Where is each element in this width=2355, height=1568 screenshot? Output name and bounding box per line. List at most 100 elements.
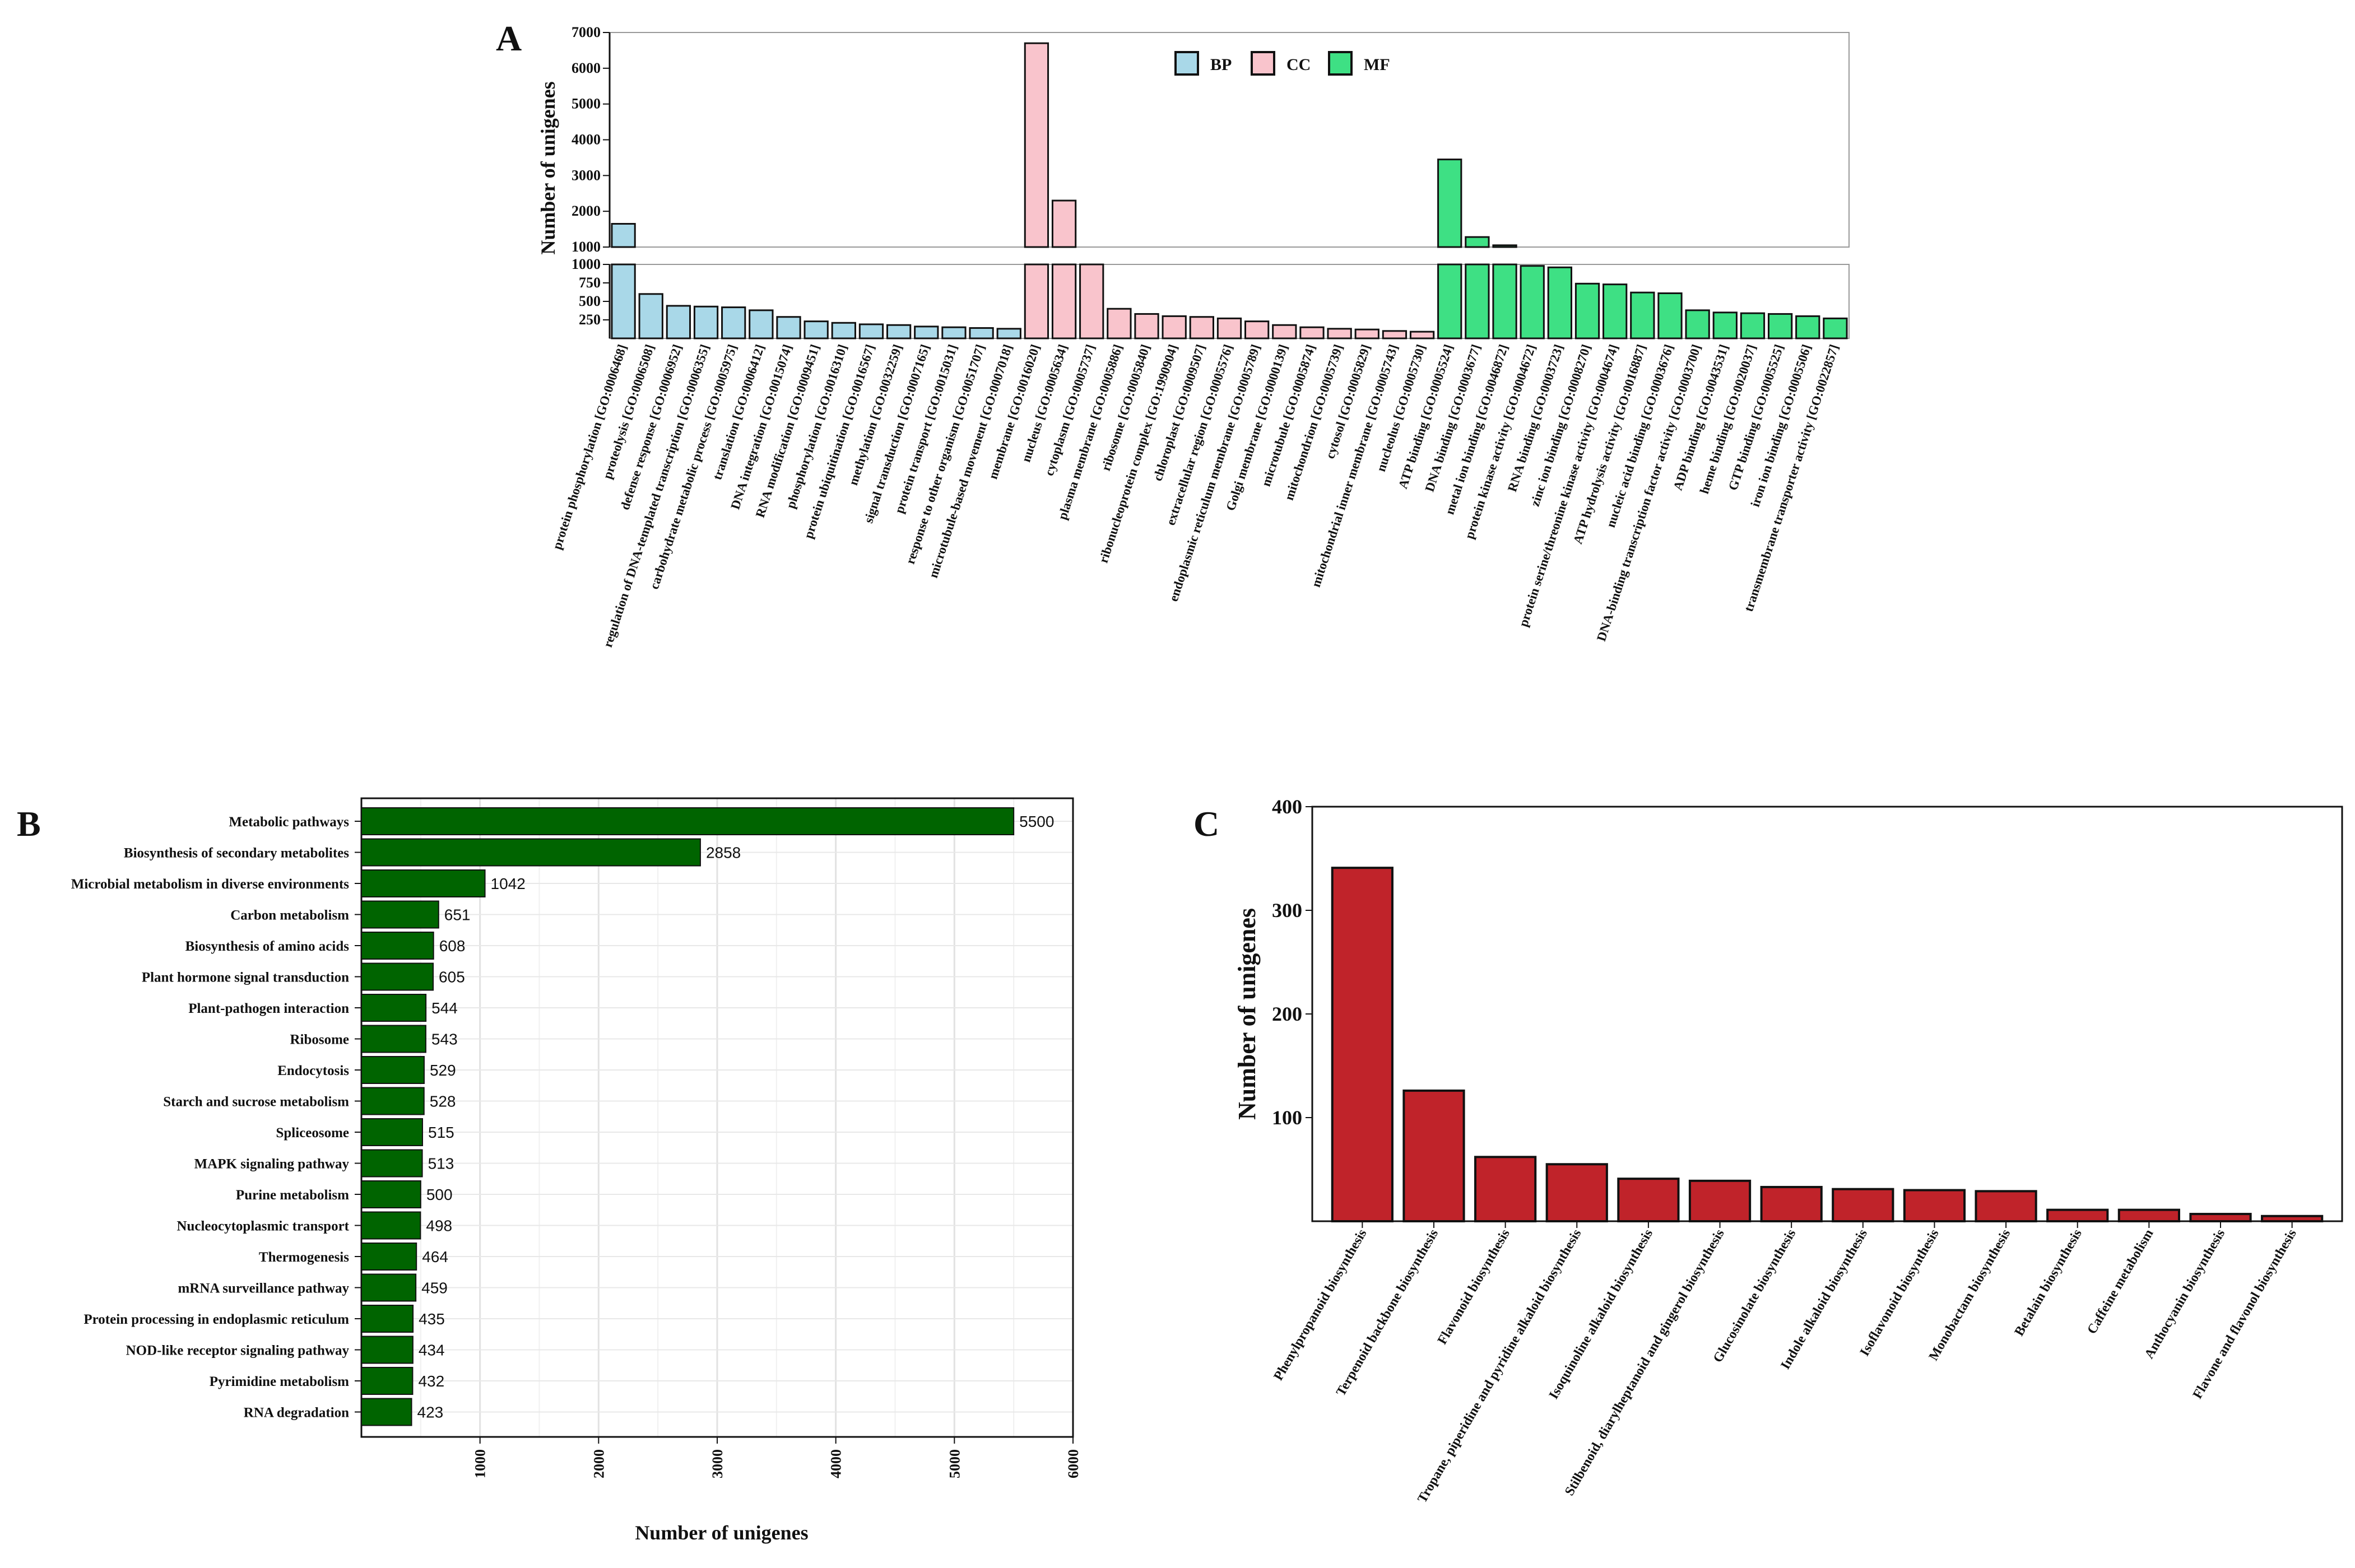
c-bar-monobactam-biosynthesis xyxy=(1975,1190,2037,1223)
b-x-tick-label: 5000 xyxy=(946,1449,963,1478)
b-category-label: Purine metabolism xyxy=(236,1188,349,1203)
a-bar-endoplasmic-reticulum-membrane xyxy=(1244,320,1270,339)
b-category-label: Biosynthesis of amino acids xyxy=(185,939,350,954)
c-y-tick-label: 300 xyxy=(1272,899,1302,922)
a-bar-methylation xyxy=(886,324,912,339)
a-bar-cytoplasm xyxy=(1079,263,1104,339)
a-upper-tick-label: 7000 xyxy=(572,24,601,40)
a-bar-translation xyxy=(749,309,774,339)
a-bar-dna-binding-transcription-factor-activity xyxy=(1685,309,1710,339)
a-bar-protein-phosphorylation xyxy=(611,263,636,339)
chart-b-x-axis-title: Number of unigenes xyxy=(635,1522,808,1544)
b-category-label: Metabolic pathways xyxy=(229,815,349,830)
panel-letter-a: A xyxy=(496,18,522,58)
c-bar-tropane-piperidine-and-pyridine-alkaloid-biosynthesis xyxy=(1545,1163,1608,1222)
c-bar-betalain-biosynthesis xyxy=(2046,1208,2109,1222)
legend-label-mf: MF xyxy=(1364,55,1390,74)
legend-label-bp: BP xyxy=(1210,55,1232,74)
a-bar-nucleic-acid-binding xyxy=(1657,292,1683,339)
b-value-label: 529 xyxy=(430,1062,456,1079)
a-bar-membrane-upper xyxy=(1024,42,1049,248)
b-x-tick-label: 6000 xyxy=(1065,1449,1081,1478)
a-bar-gtp-binding xyxy=(1767,313,1793,339)
c-bar-terpenoid-backbone-biosynthesis xyxy=(1402,1089,1465,1223)
a-bar-signal-transduction xyxy=(914,325,939,339)
chart-c-y-axis-title: Number of unigenes xyxy=(1233,908,1261,1120)
b-category-label: Nucleocytoplasmic transport xyxy=(176,1219,349,1234)
b-bar-purine-metabolism xyxy=(361,1180,421,1208)
a-bar-mitochondrial-inner-membrane xyxy=(1382,330,1408,339)
b-category-label: mRNA surveillance pathway xyxy=(178,1281,349,1296)
a-bar-ribonucleoprotein-complex xyxy=(1162,315,1187,339)
a-bar-adp-binding xyxy=(1712,311,1738,339)
a-lower-tick-label: 1000 xyxy=(572,256,601,272)
b-bar-nod-like-receptor-signaling-pathway xyxy=(361,1336,414,1364)
a-bar-carbohydrate-metabolic-process xyxy=(721,306,746,339)
a-upper-tick-label: 4000 xyxy=(572,132,601,148)
a-upper-tick-label: 1000 xyxy=(572,239,601,255)
b-category-label: Spliceosome xyxy=(276,1125,349,1141)
a-bar-dna-binding xyxy=(1465,263,1490,339)
a-bar-protein-ubiquitination xyxy=(858,323,884,339)
chart-b: Metabolic pathways Biosynthesis of second… xyxy=(71,797,1081,1544)
c-bar-isoflavonoid-biosynthesis xyxy=(1903,1189,1966,1222)
b-value-label: 498 xyxy=(426,1217,452,1235)
b-value-label: 2858 xyxy=(706,844,741,862)
panel-letter-b: B xyxy=(17,804,41,844)
b-bar-endocytosis xyxy=(361,1056,425,1084)
a-bar-protein-phosphorylation-upper xyxy=(611,223,636,248)
c-y-tick-label: 400 xyxy=(1272,795,1302,818)
a-bar-atp-binding-upper xyxy=(1437,159,1462,248)
b-bar-nucleocytoplasmic-transport xyxy=(361,1211,421,1240)
a-bar-nucleus-upper xyxy=(1051,199,1077,248)
c-bar-flavonoid-biosynthesis xyxy=(1474,1156,1537,1223)
legend-label-cc: CC xyxy=(1286,55,1311,74)
a-bar-microtubule-based-movement xyxy=(996,328,1021,339)
a-bar-microtubule xyxy=(1299,326,1325,339)
b-value-label: 651 xyxy=(444,906,471,924)
a-bar-protein-kinase-activity xyxy=(1520,265,1545,339)
b-value-label: 423 xyxy=(417,1404,444,1421)
b-bar-starch-and-sucrose-metabolism xyxy=(361,1087,425,1115)
c-bar-caffeine-metabolism xyxy=(2117,1208,2180,1222)
b-category-label: RNA degradation xyxy=(244,1406,349,1421)
b-value-label: 464 xyxy=(422,1248,448,1265)
b-value-label: 500 xyxy=(426,1186,453,1203)
a-bar-protein-serine-threonine-kinase-activity xyxy=(1602,283,1628,339)
a-bar-iron-ion-binding xyxy=(1795,315,1820,339)
a-bar-regulation-of-dna-templated-transcription xyxy=(693,305,719,339)
a-bar-phosphorylation xyxy=(831,322,856,339)
b-value-label: 432 xyxy=(418,1372,444,1390)
b-value-label: 528 xyxy=(430,1093,456,1110)
b-value-label: 515 xyxy=(428,1124,454,1141)
b-bar-protein-processing-in-endoplasmic-reticulum xyxy=(361,1305,414,1333)
a-lower-tick-label: 500 xyxy=(579,293,601,309)
b-bar-biosynthesis-of-amino-acids xyxy=(361,932,434,960)
a-bar-membrane xyxy=(1024,263,1049,339)
a-upper-tick-label: 5000 xyxy=(572,96,601,112)
b-bar-biosynthesis-of-secondary-metabolites xyxy=(361,838,701,867)
b-x-tick-label: 3000 xyxy=(709,1449,726,1478)
a-upper-tick-label: 6000 xyxy=(572,60,601,76)
b-category-label: Ribosome xyxy=(290,1032,349,1048)
a-bar-nucleus xyxy=(1051,263,1077,339)
legend-swatch-mf xyxy=(1328,51,1353,76)
b-bar-mrna-surveillance-pathway xyxy=(361,1273,417,1302)
b-x-tick-label: 2000 xyxy=(591,1449,607,1478)
a-bar-metal-ion-binding xyxy=(1492,263,1517,339)
c-y-tick-label: 100 xyxy=(1272,1106,1302,1129)
c-bar-glucosinolate-biosynthesis xyxy=(1760,1185,1823,1222)
a-lower-tick-label: 750 xyxy=(579,274,601,291)
b-category-label: Carbon metabolism xyxy=(230,908,349,923)
a-bar-mitochondrion xyxy=(1327,328,1352,339)
c-bar-isoquinoline-alkaloid-biosynthesis xyxy=(1617,1178,1680,1222)
a-bar-response-to-other-organism xyxy=(969,327,994,339)
b-bar-metabolic-pathways xyxy=(361,807,1015,835)
a-upper-tick-label: 3000 xyxy=(572,167,601,183)
legend-swatch-cc xyxy=(1251,51,1275,76)
b-value-label: 608 xyxy=(439,937,466,955)
b-category-label: Biosynthesis of secondary metabolites xyxy=(124,846,349,861)
b-category-label: Starch and sucrose metabolism xyxy=(163,1095,349,1110)
b-value-label: 435 xyxy=(419,1310,445,1328)
